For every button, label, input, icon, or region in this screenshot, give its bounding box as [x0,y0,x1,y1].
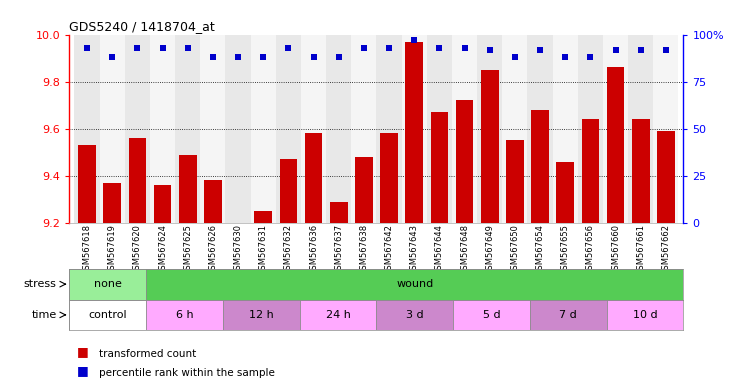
Point [585,54,596,60]
Bar [154,185,171,223]
Point [333,54,344,60]
Bar [657,131,675,223]
Point [458,45,470,51]
Bar [376,300,453,330]
Text: none: none [94,279,122,289]
Text: 7 d: 7 d [559,310,577,320]
Bar [276,35,301,223]
Bar [300,300,376,330]
Bar [632,119,650,223]
Bar [477,35,502,223]
Text: 5 d: 5 d [482,310,501,320]
Point [207,54,219,60]
Bar [254,211,272,223]
Bar [603,35,628,223]
Bar [431,112,448,223]
Point [283,45,295,51]
Bar [582,119,599,223]
Bar [556,162,574,223]
Point [433,45,445,51]
Bar [376,35,401,223]
Point [132,45,143,51]
Bar [352,35,376,223]
Text: time: time [31,310,57,320]
Bar [553,35,577,223]
Bar [103,183,121,223]
Text: stress: stress [24,279,57,289]
Bar [129,138,146,223]
Bar [607,68,624,223]
Bar [99,35,125,223]
Bar [78,145,96,223]
Bar [453,300,530,330]
Bar [223,300,300,330]
Bar [330,202,347,223]
Bar [175,35,200,223]
Text: GDS5240 / 1418704_at: GDS5240 / 1418704_at [69,20,215,33]
Bar [502,35,528,223]
Text: percentile rank within the sample: percentile rank within the sample [99,368,275,378]
Bar [146,300,223,330]
Bar [301,35,326,223]
Bar [455,101,474,223]
Text: 24 h: 24 h [325,310,351,320]
Bar [628,35,654,223]
Text: transformed count: transformed count [99,349,196,359]
Point [358,45,370,51]
Point [156,45,168,51]
Bar [481,70,499,223]
Text: ■: ■ [77,364,88,377]
Bar [506,141,523,223]
Bar [305,133,322,223]
Bar [531,110,549,223]
Bar [204,180,221,223]
Bar [654,35,678,223]
Text: control: control [88,310,127,320]
Bar [125,35,150,223]
Point [383,45,395,51]
Point [107,54,118,60]
Text: 3 d: 3 d [406,310,424,320]
Bar [427,35,452,223]
Text: ■: ■ [77,345,88,358]
Point [182,45,194,51]
Bar [69,300,146,330]
Bar [75,35,99,223]
Bar [380,133,398,223]
Bar [530,300,607,330]
Text: 6 h: 6 h [175,310,194,320]
Point [610,46,621,53]
Point [484,46,496,53]
Bar [150,35,175,223]
Point [559,54,571,60]
Bar [225,35,251,223]
Point [409,37,420,43]
Point [509,54,520,60]
Bar [401,35,427,223]
Text: 12 h: 12 h [249,310,273,320]
Bar [200,35,225,223]
Point [308,54,319,60]
Text: 10 d: 10 d [633,310,657,320]
Bar [69,269,146,300]
Bar [251,35,276,223]
Point [81,45,93,51]
Bar [607,300,683,330]
Bar [146,269,683,300]
Bar [326,35,352,223]
Point [534,46,546,53]
Point [635,46,646,53]
Bar [406,41,423,223]
Bar [179,154,197,223]
Point [232,54,244,60]
Text: wound: wound [396,279,433,289]
Bar [577,35,603,223]
Bar [355,157,373,223]
Bar [279,159,298,223]
Point [257,54,269,60]
Point [660,46,672,53]
Bar [528,35,553,223]
Bar [452,35,477,223]
